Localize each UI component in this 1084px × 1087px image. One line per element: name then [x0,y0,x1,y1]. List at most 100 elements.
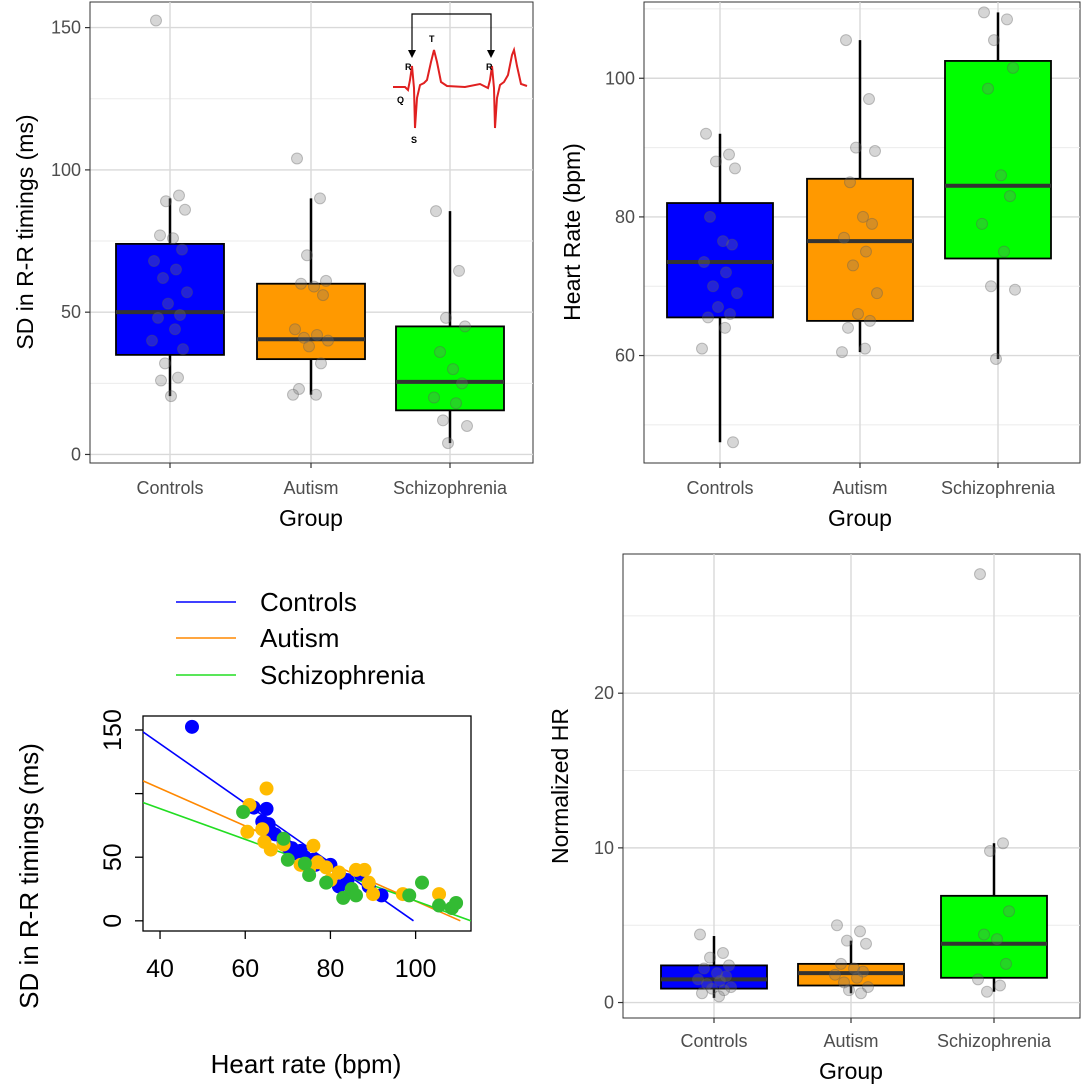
data-point [700,127,712,140]
scatter-point-autism [366,887,381,902]
data-point [720,266,732,279]
inset-arrow-left [408,50,416,58]
data-point [862,981,874,994]
data-point [997,837,1009,850]
data-point [310,388,322,401]
ecg-inset: R T R Q S [393,13,528,145]
scatter-point-schizophrenia [280,852,295,867]
data-point [719,321,731,334]
legend-label-controls: Controls [260,587,357,617]
x-tick-label: 60 [231,955,259,983]
data-point [835,957,847,970]
data-point [169,323,181,336]
scatter-point-schizophrenia [297,856,312,871]
ecg-waveform [393,46,528,129]
data-point [847,259,859,272]
data-point [711,967,723,980]
data-point [692,973,704,986]
data-point [1004,190,1016,203]
data-point [863,93,875,106]
data-point [461,420,473,433]
inset-label-s: S [411,135,417,145]
iqr-box [944,60,1052,260]
x-axis-label: Group [828,505,892,531]
scatter-point-controls [259,801,274,816]
scatter-point-autism [306,838,321,853]
data-point [453,264,465,277]
box-autism [806,40,914,353]
data-point [982,82,994,95]
y-tick-label: 50 [99,843,127,871]
data-point [293,383,305,396]
data-point [706,982,718,995]
scatter-point-schizophrenia [302,868,317,883]
inset-bracket [411,13,492,52]
data-point [298,331,310,344]
x-tick-label: 80 [317,955,345,983]
panel-norm-boxplot: 0 10 20 Controls Autism Schizophrenia Normali… [547,553,1081,1084]
scatter-point-schizophrenia [319,875,334,890]
y-tick-label: 100 [605,68,635,88]
data-point [984,844,996,857]
data-point [978,928,990,941]
scatter-point-schizophrenia [432,898,447,913]
x-tick-label: 40 [146,955,174,983]
data-point [320,274,332,287]
data-point [843,984,855,997]
data-point [860,937,872,950]
data-point [154,229,166,242]
data-point [308,280,320,293]
x-tick-label: Autism [283,478,338,498]
y-axis-label: Normalized HR [547,708,573,864]
data-point [857,210,869,223]
data-point [720,970,732,983]
data-point [831,919,843,932]
scatter-point-autism [357,862,372,877]
panel-hr-boxplot: 60 80 100 Controls Autism Schizophrenia Heart… [559,1,1081,531]
data-point [981,985,993,998]
data-point [864,314,876,327]
y-axis-label: Heart Rate (bpm) [559,143,585,321]
data-point [159,357,171,370]
iqr-box [115,242,225,356]
data-point [173,189,185,202]
box-controls [666,133,774,443]
data-point [442,437,454,450]
data-point [978,6,990,19]
y-axis-label: SD in R-R timings (ms) [14,743,44,1009]
data-point [291,152,303,165]
scatter-point-autism [255,822,270,837]
data-point [704,210,716,223]
data-point [972,973,984,986]
iqr-box [940,894,1048,979]
data-point [718,984,730,997]
data-point [855,987,867,1000]
scatter-point-schizophrenia [449,896,464,911]
data-point [317,289,329,302]
x-tick-label: Autism [832,478,887,498]
data-point [990,353,1002,366]
data-point [859,342,871,355]
data-point [727,436,739,449]
box-autism [256,198,366,395]
x-tick-label: Controls [136,478,203,498]
data-point [717,235,729,248]
y-tick-label: 150 [99,709,127,751]
box-schizophrenia [944,12,1052,360]
y-tick-label: 0 [71,444,81,464]
y-tick-label: 150 [51,18,81,38]
data-point [314,192,326,205]
data-point [447,363,459,376]
data-point [155,374,167,387]
y-tick-label: 100 [51,160,81,180]
data-point [988,34,1000,47]
scatter-point-autism [259,781,274,796]
data-point [836,346,848,359]
data-point [840,34,852,47]
data-point [150,14,162,27]
scatter-point-autism [263,842,278,857]
data-point [146,334,158,347]
data-point [725,981,737,994]
data-point [724,307,736,320]
